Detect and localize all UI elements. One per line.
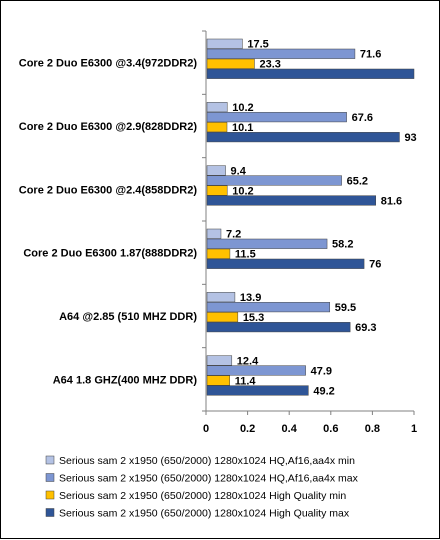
category-label: Core 2 Duo E6300 @3.4(972DDR2) xyxy=(19,58,198,70)
value-label: 7.2 xyxy=(226,229,241,241)
x-tick-label: 0.6 xyxy=(323,423,338,435)
value-label: 11.5 xyxy=(235,249,256,261)
bar xyxy=(206,122,228,133)
category-label: Core 2 Duo E6300 1.87(888DDR2) xyxy=(23,248,197,260)
value-label: 13.9 xyxy=(240,292,261,304)
bar xyxy=(206,68,415,79)
bar xyxy=(206,355,233,366)
category-label: Core 2 Duo E6300 @2.9(828DDR2) xyxy=(19,121,198,133)
legend-entry: Serious sam 2 x1950 (650/2000) 1280x1024… xyxy=(59,490,346,502)
value-label: 11.4 xyxy=(235,375,257,387)
value-label: 69.3 xyxy=(355,322,376,334)
legend-swatch xyxy=(45,455,55,465)
bar xyxy=(206,132,400,143)
value-label: 71.6 xyxy=(360,49,381,61)
bar xyxy=(206,58,255,69)
x-tick-label: 1 xyxy=(411,423,417,435)
category-label: Core 2 Duo E6300 @2.4(858DDR2) xyxy=(19,184,198,196)
legend-swatch xyxy=(45,490,55,500)
value-label: 10.2 xyxy=(232,102,253,114)
value-label: 9.4 xyxy=(231,165,247,177)
bar xyxy=(206,258,365,269)
category-labels: Core 2 Duo E6300 @3.4(972DDR2) Core 2 Duo… xyxy=(19,58,198,387)
value-label: 76 xyxy=(369,259,381,271)
value-label: 65.2 xyxy=(347,175,368,187)
value-label: 10.1 xyxy=(232,122,253,134)
value-label: 81.6 xyxy=(381,195,402,207)
legend-swatch xyxy=(45,473,55,482)
bar xyxy=(206,248,231,259)
value-label: 23.3 xyxy=(259,59,280,71)
x-tick-labels: 0 0.2 0.4 0.6 0.8 1 xyxy=(203,423,417,435)
bar xyxy=(206,228,222,239)
value-label: 49.2 xyxy=(313,385,334,397)
bar xyxy=(206,312,239,323)
bar xyxy=(206,175,342,186)
value-label: 93 xyxy=(404,132,416,144)
x-tick-label: 0.2 xyxy=(240,423,255,435)
value-label: 15.3 xyxy=(243,312,264,324)
bar xyxy=(206,48,356,59)
value-label: 12.4 xyxy=(237,355,259,367)
bars xyxy=(206,38,415,396)
value-labels: 17.5 71.6 23.3 10.2 67.6 10.1 93 9.4 65.2 10.2 81.… xyxy=(226,39,417,398)
x-tick-label: 0.8 xyxy=(365,423,380,435)
bar xyxy=(206,385,309,396)
bar xyxy=(206,322,351,333)
x-tick-label: 0 xyxy=(203,423,209,435)
x-tick-label: 0.4 xyxy=(282,423,298,435)
bar xyxy=(206,102,228,113)
axes xyxy=(202,30,415,415)
category-label: A64 @2.85 (510 MHZ DDR) xyxy=(59,311,197,323)
bar xyxy=(206,238,328,249)
value-label: 59.5 xyxy=(335,302,356,314)
legend-swatch xyxy=(45,508,55,517)
bar xyxy=(206,195,376,206)
legend: Serious sam 2 x1950 (650/2000) 1280x1024… xyxy=(45,455,359,520)
category-label: A64 1.8 GHZ(400 MHZ DDR) xyxy=(53,374,198,386)
bar xyxy=(206,38,243,49)
value-label: 47.9 xyxy=(311,365,332,377)
bar xyxy=(206,185,228,196)
bar xyxy=(206,112,347,123)
legend-entry: Serious sam 2 x1950 (650/2000) 1280x1024… xyxy=(59,455,355,467)
bar xyxy=(206,375,230,386)
legend-entry: Serious sam 2 x1950 (650/2000) 1280x1024… xyxy=(59,508,350,520)
value-label: 17.5 xyxy=(247,39,268,51)
bar xyxy=(206,292,236,303)
legend-entry: Serious sam 2 x1950 (650/2000) 1280x1024… xyxy=(59,473,359,485)
bar xyxy=(206,165,226,176)
value-label: 10.2 xyxy=(232,185,253,197)
bar xyxy=(206,302,331,313)
value-label: 67.6 xyxy=(352,112,373,124)
bar xyxy=(206,365,306,376)
value-label: 58.2 xyxy=(332,239,353,251)
